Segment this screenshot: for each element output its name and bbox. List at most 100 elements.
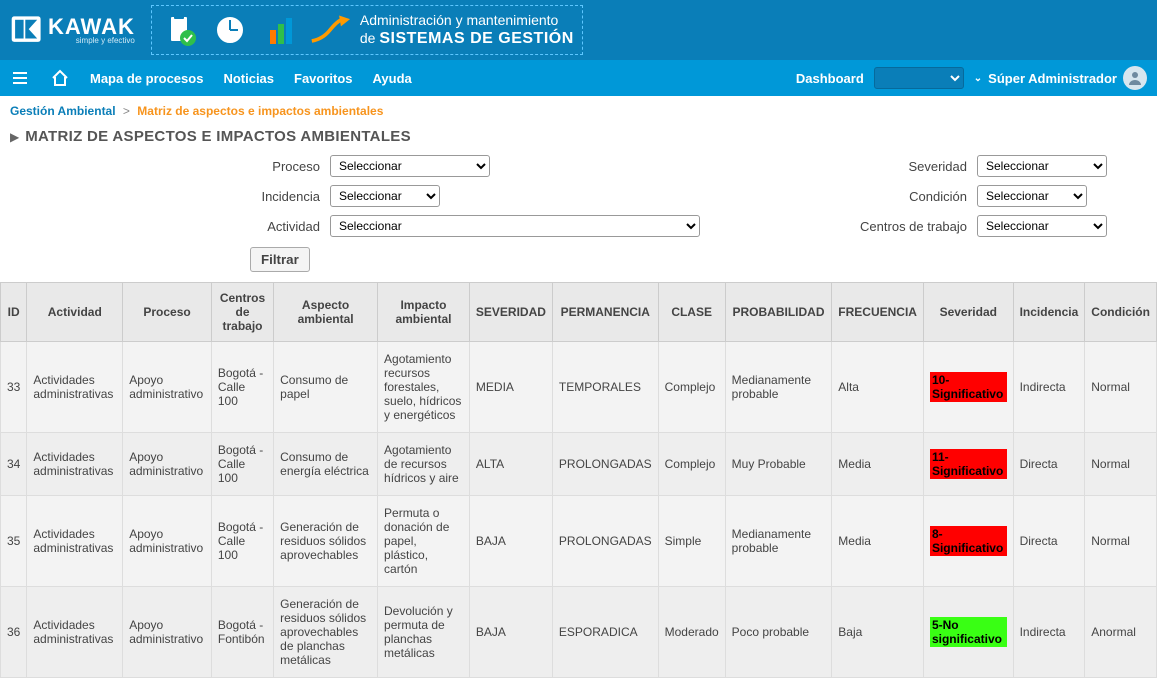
promo-text: Administración y mantenimiento de SISTEM… xyxy=(360,12,574,48)
cell-proceso: Apoyo administrativo xyxy=(123,496,212,587)
cell-actividad: Actividades administrativas xyxy=(27,433,123,496)
banner: KAWAK simple y efectivo Administración y… xyxy=(0,0,1157,60)
cell-prob: Medianamente probable xyxy=(725,342,832,433)
clock-icon xyxy=(210,10,250,50)
cell-sev2: 5-No significativo xyxy=(923,587,1013,678)
severity-badge: 5-No significativo xyxy=(930,617,1007,647)
cell-impacto: Permuta o donación de papel, plástico, c… xyxy=(378,496,470,587)
cell-impacto: Agotamiento de recursos hídricos y aire xyxy=(378,433,470,496)
cell-frec: Media xyxy=(832,496,924,587)
th-severidad[interactable]: SEVERIDAD xyxy=(469,283,552,342)
cell-centros: Bogotá - Calle 100 xyxy=(211,496,273,587)
th-probabilidad[interactable]: PROBABILIDAD xyxy=(725,283,832,342)
th-impacto[interactable]: Impacto ambiental xyxy=(378,283,470,342)
cell-frec: Alta xyxy=(832,342,924,433)
filter-button[interactable]: Filtrar xyxy=(250,247,310,272)
nav-favoritos[interactable]: Favoritos xyxy=(294,71,353,86)
label-centros: Centros de trabajo xyxy=(700,219,977,234)
promo-box: Administración y mantenimiento de SISTEM… xyxy=(151,5,583,55)
cell-frec: Media xyxy=(832,433,924,496)
table-row[interactable]: 34Actividades administrativasApoyo admin… xyxy=(1,433,1157,496)
label-severidad: Severidad xyxy=(700,159,977,174)
th-proceso[interactable]: Proceso xyxy=(123,283,212,342)
promo-line1: Administración y mantenimiento xyxy=(360,12,574,29)
th-id[interactable]: ID xyxy=(1,283,27,342)
th-centros[interactable]: Centros de trabajo xyxy=(211,283,273,342)
label-proceso: Proceso xyxy=(10,159,330,174)
cell-actividad: Actividades administrativas xyxy=(27,496,123,587)
cell-cond: Anormal xyxy=(1085,587,1157,678)
select-proceso[interactable]: Seleccionar xyxy=(330,155,490,177)
cell-sev: MEDIA xyxy=(469,342,552,433)
severity-badge: 11-Significativo xyxy=(930,449,1007,479)
cell-sev2: 10-Significativo xyxy=(923,342,1013,433)
nav-ayuda[interactable]: Ayuda xyxy=(373,71,412,86)
home-icon[interactable] xyxy=(50,68,70,88)
select-condicion[interactable]: Seleccionar xyxy=(977,185,1087,207)
severity-badge: 10-Significativo xyxy=(930,372,1007,402)
title-row: ▶ MATRIZ DE ASPECTOS E IMPACTOS AMBIENTA… xyxy=(0,126,1157,155)
cell-proceso: Apoyo administrativo xyxy=(123,433,212,496)
collapse-icon[interactable]: ▶ xyxy=(10,130,19,144)
cell-clase: Moderado xyxy=(658,587,725,678)
th-severidad2[interactable]: Severidad xyxy=(923,283,1013,342)
cell-impacto: Devolución y permuta de planchas metálic… xyxy=(378,587,470,678)
select-incidencia[interactable]: Seleccionar xyxy=(330,185,440,207)
cell-inc: Directa xyxy=(1013,433,1085,496)
th-clase[interactable]: CLASE xyxy=(658,283,725,342)
label-actividad: Actividad xyxy=(10,219,330,234)
avatar-icon xyxy=(1123,66,1147,90)
growth-arrow-icon xyxy=(310,10,350,50)
cell-aspecto: Consumo de papel xyxy=(274,342,378,433)
cell-aspecto: Generación de residuos sólidos aprovecha… xyxy=(274,587,378,678)
th-incidencia[interactable]: Incidencia xyxy=(1013,283,1085,342)
page-title: MATRIZ DE ASPECTOS E IMPACTOS AMBIENTALE… xyxy=(25,128,411,145)
table-wrap: ID Actividad Proceso Centros de trabajo … xyxy=(0,282,1157,678)
cell-id: 35 xyxy=(1,496,27,587)
menu-icon[interactable] xyxy=(10,68,30,88)
th-condicion[interactable]: Condición xyxy=(1085,283,1157,342)
cell-centros: Bogotá - Fontibón xyxy=(211,587,273,678)
cell-prob: Medianamente probable xyxy=(725,496,832,587)
select-centros[interactable]: Seleccionar xyxy=(977,215,1107,237)
select-severidad[interactable]: Seleccionar xyxy=(977,155,1107,177)
crumb-root[interactable]: Gestión Ambiental xyxy=(10,104,116,118)
cell-proceso: Apoyo administrativo xyxy=(123,587,212,678)
cell-centros: Bogotá - Calle 100 xyxy=(211,342,273,433)
th-actividad[interactable]: Actividad xyxy=(27,283,123,342)
user-menu[interactable]: ⌄ Súper Administrador xyxy=(974,66,1147,90)
promo-prefix: de xyxy=(360,30,379,46)
nav-mapa[interactable]: Mapa de procesos xyxy=(90,71,203,86)
bar-chart-icon xyxy=(260,10,300,50)
th-aspecto[interactable]: Aspecto ambiental xyxy=(274,283,378,342)
select-actividad[interactable]: Seleccionar xyxy=(330,215,700,237)
cell-sev2: 11-Significativo xyxy=(923,433,1013,496)
cell-id: 34 xyxy=(1,433,27,496)
th-permanencia[interactable]: PERMANENCIA xyxy=(552,283,658,342)
dashboard-select[interactable] xyxy=(874,67,964,89)
table-header-row: ID Actividad Proceso Centros de trabajo … xyxy=(1,283,1157,342)
table-row[interactable]: 35Actividades administrativasApoyo admin… xyxy=(1,496,1157,587)
cell-sev: ALTA xyxy=(469,433,552,496)
cell-clase: Complejo xyxy=(658,433,725,496)
th-frecuencia[interactable]: FRECUENCIA xyxy=(832,283,924,342)
cell-perm: TEMPORALES xyxy=(552,342,658,433)
severity-badge: 8-Significativo xyxy=(930,526,1007,556)
cell-perm: PROLONGADAS xyxy=(552,433,658,496)
cell-inc: Indirecta xyxy=(1013,342,1085,433)
dashboard-label: Dashboard xyxy=(796,71,864,86)
cell-clase: Complejo xyxy=(658,342,725,433)
cell-inc: Directa xyxy=(1013,496,1085,587)
label-incidencia: Incidencia xyxy=(10,189,330,204)
clipboard-check-icon xyxy=(160,10,200,50)
table-row[interactable]: 36Actividades administrativasApoyo admin… xyxy=(1,587,1157,678)
brand-name: KAWAK xyxy=(48,16,135,38)
logo-icon xyxy=(10,13,44,47)
cell-proceso: Apoyo administrativo xyxy=(123,342,212,433)
cell-actividad: Actividades administrativas xyxy=(27,587,123,678)
brand-logo[interactable]: KAWAK simple y efectivo xyxy=(10,13,135,47)
cell-impacto: Agotamiento recursos forestales, suelo, … xyxy=(378,342,470,433)
cell-prob: Muy Probable xyxy=(725,433,832,496)
table-row[interactable]: 33Actividades administrativasApoyo admin… xyxy=(1,342,1157,433)
nav-noticias[interactable]: Noticias xyxy=(223,71,274,86)
